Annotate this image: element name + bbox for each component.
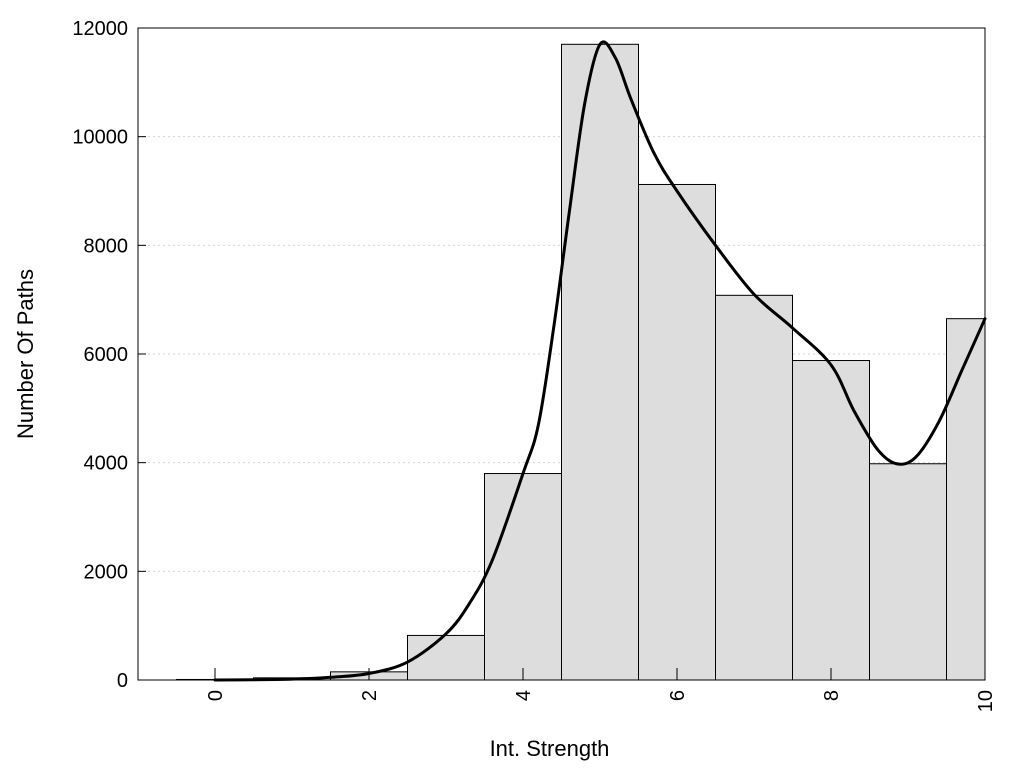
x-tick-label: 4 — [513, 690, 535, 701]
x-tick-label: 10 — [975, 690, 997, 712]
y-tick-label: 2000 — [84, 561, 129, 583]
x-tick-label: 0 — [205, 690, 227, 701]
y-tick-label: 12000 — [72, 18, 128, 40]
histogram-bar — [715, 294, 793, 681]
y-tick-label: 6000 — [84, 344, 129, 366]
y-tick-label: 4000 — [84, 453, 129, 475]
x-tick-label: 8 — [821, 690, 843, 701]
histogram-bar — [638, 183, 716, 681]
x-tick-label: 6 — [667, 690, 689, 701]
axis-ticks: 0 2000 4000 6000 8000 10000 12000 0 2 4 6 8 10 — [72, 18, 997, 712]
bars — [176, 43, 986, 681]
trend-curve — [213, 40, 987, 682]
y-tick-label: 0 — [117, 670, 128, 692]
histogram-bar — [869, 463, 947, 681]
x-tick-label: 2 — [359, 690, 381, 701]
y-tick-label: 10000 — [72, 127, 128, 149]
histogram-bar — [561, 43, 639, 681]
histogram-bar — [484, 473, 562, 681]
histogram-bar — [946, 318, 986, 681]
x-axis-title: Int. Strength — [490, 736, 610, 761]
trend-curve-line — [213, 40, 987, 682]
histogram-bar — [407, 634, 485, 681]
y-tick-label: 8000 — [84, 235, 129, 257]
histogram-bar — [792, 360, 870, 681]
y-axis-title: Number Of Paths — [13, 269, 38, 439]
